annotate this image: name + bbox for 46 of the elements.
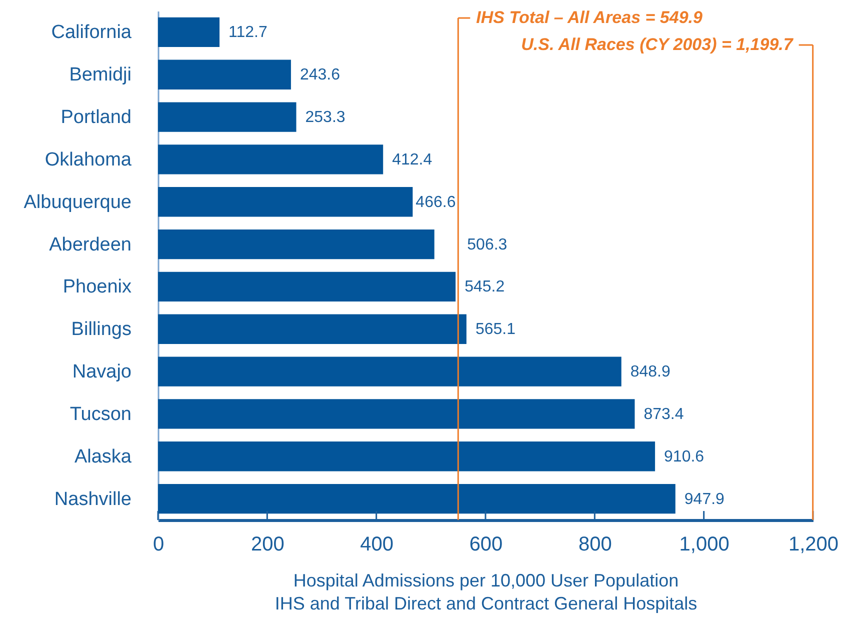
data-label: 243.6 bbox=[300, 66, 340, 84]
y-tick-label: Tucson bbox=[70, 404, 132, 425]
ref-line-label: IHS Total – All Areas = 549.9 bbox=[476, 8, 703, 27]
bar bbox=[158, 187, 413, 217]
data-label: 910.6 bbox=[664, 448, 704, 466]
bar bbox=[158, 314, 466, 344]
y-tick-label: California bbox=[51, 22, 132, 44]
y-tick-label: Oklahoma bbox=[44, 149, 132, 170]
data-label: 466.6 bbox=[416, 194, 456, 211]
data-label: 253.3 bbox=[305, 109, 346, 126]
data-label: 873.4 bbox=[644, 406, 684, 423]
data-label: 506.3 bbox=[467, 236, 508, 254]
x-tick-label: 600 bbox=[469, 534, 503, 556]
y-tick-label: Navajo bbox=[72, 362, 132, 383]
bar bbox=[158, 399, 635, 429]
y-tick-label: Alaska bbox=[74, 446, 132, 468]
x-tick-label: 200 bbox=[250, 534, 284, 556]
data-label: 848.9 bbox=[630, 364, 670, 381]
y-tick-label: Aberdeen bbox=[49, 234, 132, 256]
data-label: 565.1 bbox=[475, 321, 516, 338]
x-tick-label: 1,000 bbox=[679, 534, 730, 556]
y-tick-label: Nashville bbox=[54, 488, 132, 510]
data-label: 545.2 bbox=[464, 278, 505, 296]
bar bbox=[158, 484, 676, 514]
x-tick-label: 400 bbox=[360, 534, 394, 556]
data-label: 947.9 bbox=[684, 490, 725, 508]
bar bbox=[158, 17, 220, 48]
bar bbox=[158, 144, 384, 174]
y-tick-label: Bemidji bbox=[69, 64, 132, 86]
x-tick-label: 800 bbox=[578, 534, 612, 556]
bar bbox=[158, 229, 434, 260]
ref-line-label: U.S. All Races (CY 2003) = 1,199.7 bbox=[521, 35, 794, 54]
bar bbox=[158, 102, 296, 132]
bar bbox=[158, 356, 622, 386]
data-label: 412.4 bbox=[392, 151, 432, 168]
y-tick-label: Portland bbox=[60, 107, 132, 128]
bar bbox=[158, 60, 291, 90]
data-label: 112.7 bbox=[228, 24, 268, 42]
bar bbox=[158, 272, 456, 302]
x-tick-label: 1,200 bbox=[788, 534, 839, 556]
bar bbox=[158, 442, 656, 472]
x-axis-title: Hospital Admissions per 10,000 User Population IHS and Tribal Direct and Contract General Hospitals bbox=[274, 570, 698, 614]
y-tick-label: Albuquerque bbox=[24, 192, 132, 213]
x-tick-label: 0 bbox=[152, 534, 164, 556]
y-tick-label: Phoenix bbox=[62, 276, 132, 298]
y-tick-label: Billings bbox=[71, 319, 132, 340]
